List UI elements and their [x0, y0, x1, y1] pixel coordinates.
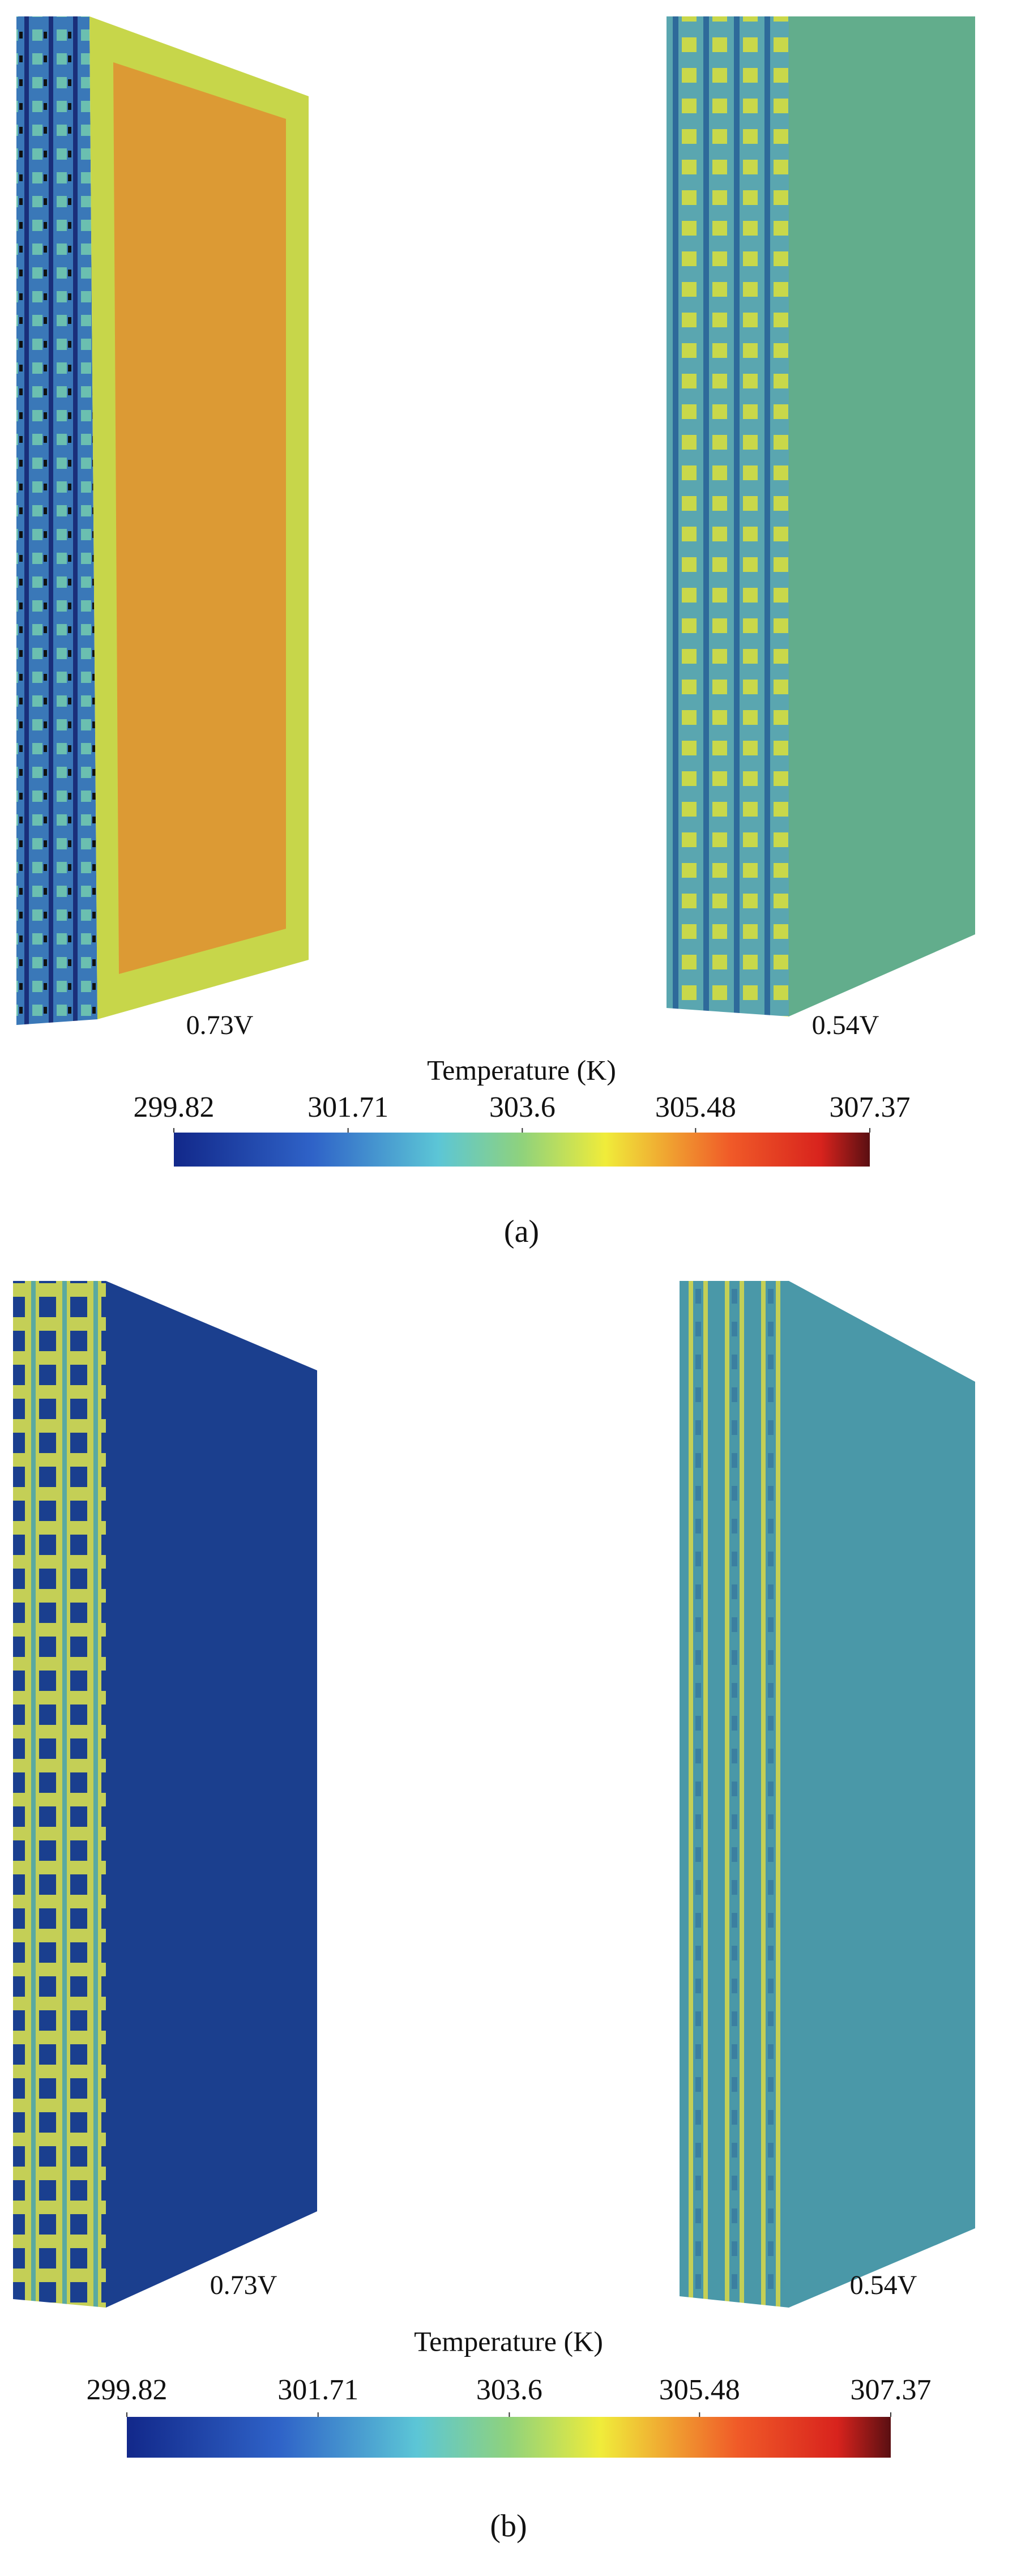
colorbar-tick-label: 303.6 [476, 2374, 542, 2406]
colorbar-tick-label: 305.48 [659, 2374, 740, 2406]
colorbar-tick-label: 299.82 [134, 1091, 215, 1123]
colorbar-tick-label: 301.71 [307, 1091, 388, 1123]
stack-side [667, 16, 789, 1016]
colorbar-tick-label: 303.6 [489, 1091, 556, 1123]
stack-side [680, 1281, 789, 2308]
stack-face [106, 1281, 317, 2308]
panel-label: (b) [490, 2509, 527, 2544]
colorbar-title: Temperature (K) [414, 2325, 603, 2357]
colorbar-tick-label: 307.37 [830, 1091, 911, 1123]
panel-label: (a) [504, 1214, 539, 1249]
voltage-label: 0.73V [186, 1010, 254, 1040]
hot-region [113, 62, 286, 974]
colorbar-tick-label: 307.37 [851, 2374, 932, 2406]
voltage-label: 0.73V [210, 2270, 277, 2300]
colorbar-tick-label: 299.82 [87, 2374, 168, 2406]
colorbar-title: Temperature (K) [427, 1054, 616, 1086]
colorbar [127, 2417, 891, 2458]
colorbar-tick-label: 301.71 [277, 2374, 358, 2406]
colorbar-tick-label: 305.48 [655, 1091, 736, 1123]
stack-side [16, 16, 97, 1025]
stack-side [13, 1281, 106, 2308]
voltage-label: 0.54V [850, 2270, 917, 2300]
colorbar [174, 1133, 870, 1167]
voltage-label: 0.54V [812, 1010, 879, 1040]
stack-face [789, 16, 975, 1016]
stack-face [789, 1281, 975, 2308]
